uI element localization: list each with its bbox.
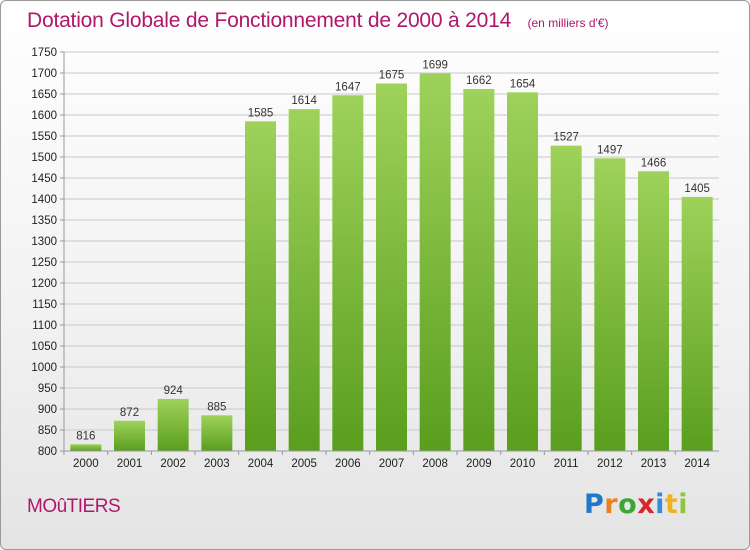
x-tick-label-2004: 2004	[248, 458, 274, 470]
value-label-2011: 1527	[553, 132, 579, 144]
bar-2005	[288, 109, 320, 452]
value-label-2008: 1699	[422, 59, 448, 71]
logo-letter: t	[664, 489, 679, 520]
bars	[70, 73, 713, 452]
y-tick-label: 1600	[31, 110, 57, 122]
x-tick-label-2012: 2012	[597, 458, 623, 470]
y-tick-label: 1450	[31, 173, 57, 185]
logo-letter: x	[637, 489, 656, 520]
y-tick-label: 1550	[31, 131, 57, 143]
commune-name: MOûTIERS	[27, 496, 121, 517]
value-label-2000: 816	[76, 430, 95, 442]
logo-letter: i	[655, 489, 665, 520]
y-tick-label: 1100	[32, 320, 57, 332]
x-tick-label-2000: 2000	[73, 458, 99, 470]
x-tick-label-2006: 2006	[335, 458, 361, 470]
y-tick-label: 850	[38, 425, 57, 437]
value-label-2003: 885	[207, 401, 226, 413]
bar-2003	[201, 415, 233, 451]
y-tick-label: 950	[38, 383, 57, 395]
y-tick-label: 800	[38, 446, 57, 458]
x-tick-label-2009: 2009	[466, 458, 492, 470]
title-row: Dotation Globale de Fonctionnement de 20…	[27, 9, 609, 33]
bar-2014	[681, 196, 713, 451]
bar-2008	[419, 73, 451, 452]
y-axis-ticks: 800 850 900 950 1000 1050 1100 1150 1200 1250 1300…	[31, 47, 64, 458]
bar-2000	[70, 444, 102, 451]
chart-subtitle: (en milliers d'€)	[527, 16, 609, 30]
bar-2004	[245, 121, 276, 452]
value-label-2013: 1466	[641, 157, 667, 169]
y-tick-label: 1050	[31, 341, 57, 353]
value-label-2001: 872	[120, 407, 139, 419]
bar-2012	[594, 158, 626, 451]
bar-2009	[463, 88, 495, 452]
value-labels: 816 872 924 885 1585 1614 1647 1675 1699 1662 1654…	[76, 59, 710, 442]
bar-2010	[507, 92, 538, 451]
chart-title: Dotation Globale de Fonctionnement de 20…	[27, 9, 512, 32]
x-tick-label-2013: 2013	[641, 458, 667, 470]
value-label-2002: 924	[164, 385, 184, 397]
value-label-2012: 1497	[597, 144, 623, 156]
x-tick-label-2002: 2002	[160, 458, 186, 470]
x-axis-categories: 2000 2001 2002 2003 2004 2005 2006 2007 2008 2009…	[63, 451, 711, 470]
value-label-2010: 1654	[510, 78, 536, 90]
logo-letter: r	[604, 489, 619, 520]
y-tick-label: 1300	[31, 236, 57, 248]
x-tick-label-2003: 2003	[204, 458, 230, 470]
logo-letter: o	[618, 489, 638, 520]
y-tick-label: 1700	[31, 68, 57, 80]
bar-2006	[332, 95, 364, 451]
bar-2001	[114, 420, 145, 451]
y-tick-label: 1250	[31, 257, 57, 269]
proxiti-logo: Proxiti	[584, 489, 688, 520]
y-tick-label: 1150	[32, 299, 57, 311]
x-tick-label-2008: 2008	[422, 458, 448, 470]
y-tick-label: 1400	[31, 194, 57, 206]
value-label-2014: 1405	[684, 183, 710, 195]
bar-2013	[638, 171, 669, 451]
y-tick-label: 1650	[31, 89, 57, 101]
y-tick-label: 1750	[31, 47, 57, 59]
value-label-2007: 1675	[379, 70, 405, 82]
bar-2002	[157, 398, 189, 451]
y-tick-label: 1350	[31, 215, 57, 227]
y-tick-label: 900	[38, 404, 57, 416]
y-tick-label: 1500	[31, 152, 57, 164]
value-label-2005: 1614	[291, 95, 317, 107]
x-tick-label-2011: 2011	[554, 458, 579, 470]
bar-2011	[550, 145, 582, 451]
logo-letter: i	[678, 489, 689, 520]
x-tick-label-2007: 2007	[379, 458, 405, 470]
value-label-2004: 1585	[248, 107, 274, 119]
logo-letter: P	[584, 489, 605, 520]
x-tick-label-2005: 2005	[291, 458, 317, 470]
x-tick-label-2014: 2014	[684, 458, 710, 470]
x-tick-label-2010: 2010	[510, 458, 536, 470]
y-tick-label: 1200	[31, 278, 57, 290]
y-tick-label: 1000	[31, 362, 57, 374]
value-label-2009: 1662	[466, 75, 492, 87]
bar-2007	[376, 83, 407, 451]
value-label-2006: 1647	[335, 81, 361, 93]
x-tick-label-2001: 2001	[117, 458, 143, 470]
